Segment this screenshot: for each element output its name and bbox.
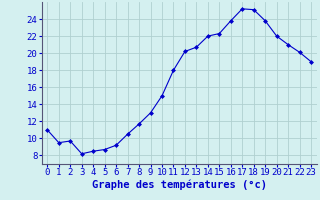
X-axis label: Graphe des températures (°c): Graphe des températures (°c) xyxy=(92,180,267,190)
